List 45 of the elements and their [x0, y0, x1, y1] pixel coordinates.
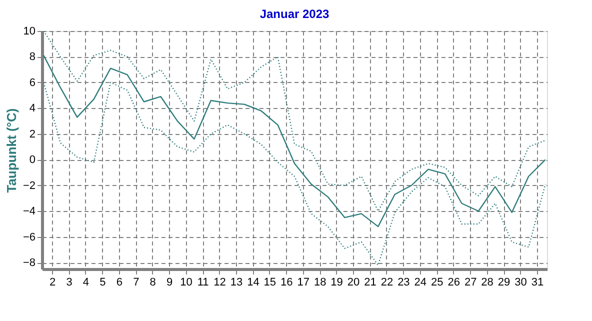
x-tick-label: 8 [150, 276, 156, 288]
x-tick-label: 24 [414, 276, 427, 288]
y-tick-label: −8 [22, 257, 36, 270]
x-tick-label: 9 [166, 276, 173, 288]
y-tick-label: −4 [22, 206, 36, 218]
x-tick-label: 13 [230, 276, 243, 288]
y-tick-label: 10 [23, 26, 36, 38]
x-tick-label: 23 [398, 276, 410, 288]
y-axis-title: Taupunkt (°C) [4, 108, 19, 193]
y-tick-label: 6 [29, 76, 36, 89]
x-tick-label: 18 [314, 276, 326, 288]
x-tick-label: 27 [464, 276, 477, 288]
x-tick-label: 31 [531, 276, 544, 288]
x-tick-label: 21 [364, 276, 376, 288]
x-tick-label: 17 [297, 276, 310, 288]
y-tick-label: 2 [29, 128, 36, 140]
chart-title: Januar 2023 [260, 7, 330, 21]
line-series [43, 54, 546, 228]
x-tick-label: 6 [116, 276, 122, 288]
x-tick-label: 10 [180, 276, 192, 288]
x-tick-label: 29 [498, 276, 510, 288]
y-tick-label: 4 [29, 102, 36, 115]
x-tick-label: 3 [66, 276, 72, 288]
x-tick-label: 2 [49, 276, 56, 288]
x-tick-label: 22 [380, 276, 394, 288]
y-tick-label: −2 [22, 180, 36, 192]
x-tick-label: 11 [197, 276, 209, 288]
y-tick-label: 8 [29, 51, 36, 64]
line-series [43, 82, 546, 266]
x-tick-label: 15 [264, 276, 276, 288]
x-tick-label: 25 [431, 276, 444, 288]
x-tick-label: 5 [100, 276, 106, 288]
x-tick-label: 19 [330, 276, 343, 288]
x-tick-label: 4 [82, 276, 90, 288]
x-tick-label: 28 [481, 276, 494, 288]
y-tick-label: 0 [29, 154, 36, 166]
x-tick-label: 30 [514, 276, 527, 288]
x-tick-label: 7 [133, 276, 140, 288]
x-tick-label: 16 [280, 276, 293, 288]
x-tick-label: 12 [214, 276, 226, 288]
y-tick-label: −6 [22, 231, 36, 244]
x-tick-label: 20 [347, 276, 360, 288]
line-series [43, 31, 546, 212]
x-tick-label: 14 [247, 276, 260, 288]
x-tick-label: 26 [448, 276, 460, 288]
